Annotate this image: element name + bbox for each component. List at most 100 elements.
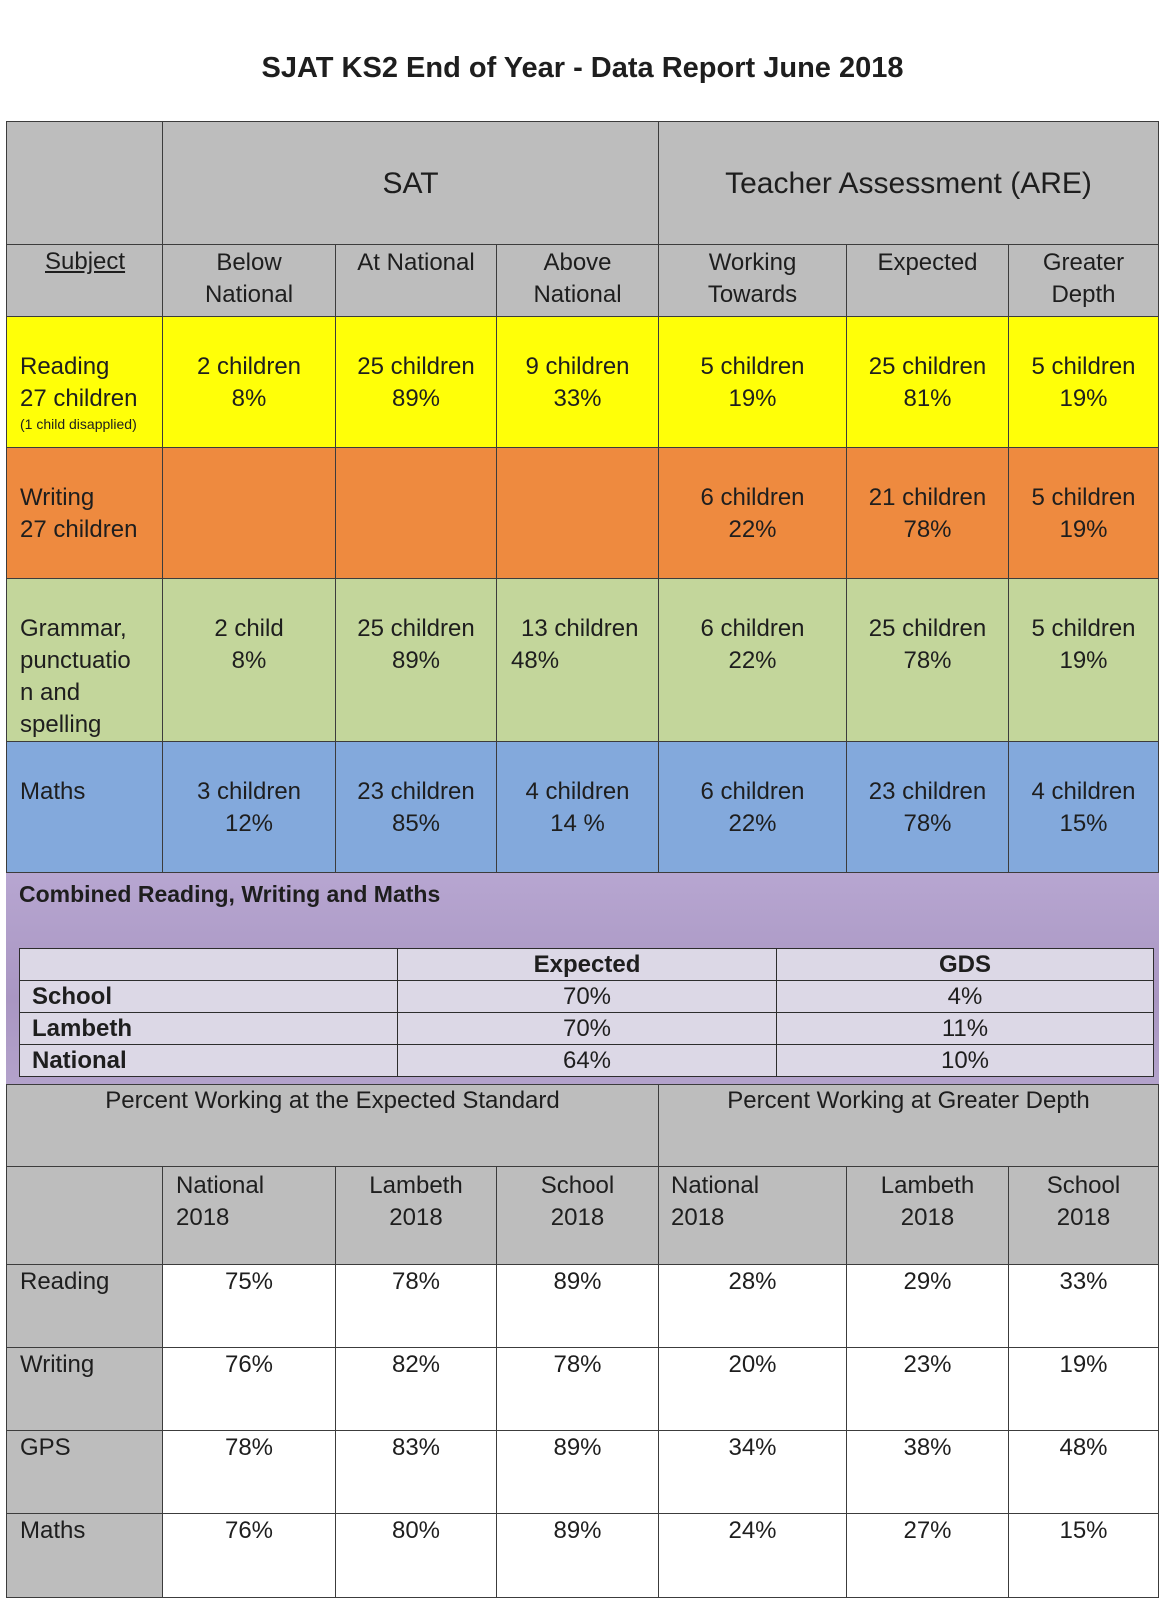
subject-label: Subject <box>45 248 126 275</box>
comparison-value: 83% <box>336 1431 497 1514</box>
combined-gds-value: 10% <box>776 1044 1154 1077</box>
combined-expected-value: 70% <box>397 1012 777 1045</box>
comparison-value: 15% <box>1009 1514 1159 1598</box>
column-header-working-towards: Working Towards <box>659 245 847 317</box>
gps-below-national: 2 child 8% <box>163 579 336 742</box>
at-national-label: At National <box>357 249 475 276</box>
col-school-greater: School 2018 <box>1009 1167 1159 1265</box>
maths-greater-depth: 4 children 15% <box>1009 742 1159 873</box>
maths-expected: 23 children 78% <box>847 742 1009 873</box>
combined-expected-value: 70% <box>397 980 777 1013</box>
column-header-below-national: Below National <box>163 245 336 317</box>
reading-below-national: 2 children 8% <box>163 317 336 448</box>
reading-above-national: 9 children 33% <box>497 317 659 448</box>
cell-value: 4 children 15% <box>1031 778 1136 837</box>
cell-value: 4 children 14 % <box>525 778 630 837</box>
cell-value: 6 children 22% <box>700 778 805 837</box>
cell-value: 25 children 89% <box>357 615 475 674</box>
value-text: 76% <box>224 1517 274 1544</box>
greater-depth-header: Percent Working at Greater Depth <box>659 1085 1159 1167</box>
combined-expected-value: 64% <box>397 1044 777 1077</box>
combined-row-label: School <box>19 980 398 1013</box>
cell-value: 3 children 12% <box>196 778 302 837</box>
teacher-assessment-label: Teacher Assessment (ARE) <box>725 167 1092 200</box>
reading-subject: Reading 27 children <box>20 353 138 412</box>
cell-value: 23 children 78% <box>868 778 987 837</box>
column-header-subject: Subject <box>6 245 163 317</box>
cell-value: 48% <box>511 647 560 674</box>
col-lambeth-expected: Lambeth 2018 <box>336 1167 497 1265</box>
cell-value: 6 children 22% <box>700 615 805 674</box>
comparison-row-reading: Reading <box>6 1265 163 1348</box>
column-label: School 2018 <box>1046 1172 1121 1231</box>
comparison-value: 33% <box>1009 1265 1159 1348</box>
cell-value: 25 children 78% <box>868 615 987 674</box>
cell-value: 25 children 89% <box>357 353 475 412</box>
cell-value: 5 children 19% <box>1031 484 1136 543</box>
comparison-value: 27% <box>847 1514 1009 1598</box>
value-text: 38% <box>903 1434 952 1461</box>
comparison-value: 78% <box>497 1348 659 1431</box>
combined-row-national: National 64% 10% <box>19 1044 1154 1077</box>
cell-value: 5 children 19% <box>1031 615 1136 674</box>
value-text: 89% <box>553 1268 602 1295</box>
combined-row-label: National <box>19 1044 398 1077</box>
column-header-greater-depth: Greater Depth <box>1009 245 1159 317</box>
combined-header-gds: GDS <box>776 948 1154 981</box>
comparison-row-label: Reading <box>20 1268 110 1295</box>
maths-row-label: Maths <box>6 742 163 873</box>
maths-below-national: 3 children 12% <box>163 742 336 873</box>
comparison-value: 76% <box>163 1348 336 1431</box>
combined-row-school: School 70% 4% <box>19 980 1154 1013</box>
group-header-empty <box>6 122 163 245</box>
reading-greater-depth: 5 children 19% <box>1009 317 1159 448</box>
comparison-value: 20% <box>659 1348 847 1431</box>
value-text: 15% <box>1059 1517 1108 1544</box>
cell-value: 9 children 33% <box>525 353 630 412</box>
comparison-value: 29% <box>847 1265 1009 1348</box>
writing-greater-depth: 5 children 19% <box>1009 448 1159 579</box>
reading-at-national: 25 children 89% <box>336 317 497 448</box>
expected-label: Expected <box>877 249 978 276</box>
gps-working-towards: 6 children 22% <box>659 579 847 742</box>
writing-at-national <box>336 448 497 579</box>
column-header-expected: Expected <box>847 245 1009 317</box>
column-label: National 2018 <box>671 1172 760 1231</box>
combined-row-lambeth: Lambeth 70% 11% <box>19 1012 1154 1045</box>
value-text: 78% <box>553 1351 602 1378</box>
value-text: 28% <box>728 1268 777 1295</box>
comparison-value: 82% <box>336 1348 497 1431</box>
cell-value: 5 children 19% <box>1031 353 1136 412</box>
comparison-value: 80% <box>336 1514 497 1598</box>
writing-expected: 21 children 78% <box>847 448 1009 579</box>
maths-working-towards: 6 children 22% <box>659 742 847 873</box>
comparison-row-writing: Writing <box>6 1348 163 1431</box>
comparison-row-maths: Maths <box>6 1514 163 1598</box>
column-label: National 2018 <box>176 1172 265 1231</box>
comparison-value: 28% <box>659 1265 847 1348</box>
col-national-greater: National 2018 <box>659 1167 847 1265</box>
value-text: 27% <box>903 1517 952 1544</box>
writing-row-label: Writing 27 children <box>6 448 163 579</box>
combined-gds-value: 4% <box>776 980 1154 1013</box>
expected-standard-title: Percent Working at the Expected Standard <box>105 1087 560 1114</box>
cell-value: 2 children 8% <box>196 353 302 412</box>
comparison-value: 89% <box>497 1431 659 1514</box>
combined-header-row: Expected GDS <box>19 948 1154 981</box>
value-text: 83% <box>391 1434 441 1461</box>
comparison-value: 24% <box>659 1514 847 1598</box>
comparison-corner <box>6 1167 163 1265</box>
comparison-value: 89% <box>497 1514 659 1598</box>
col-lambeth-greater: Lambeth 2018 <box>847 1167 1009 1265</box>
cell-value: 25 children 81% <box>868 353 987 412</box>
gps-expected: 25 children 78% <box>847 579 1009 742</box>
group-header-sat: SAT <box>163 122 659 245</box>
combined-table: Expected GDS School 70% 4% Lambeth 70% 1… <box>19 948 1154 1077</box>
value-text: 24% <box>728 1517 777 1544</box>
combined-title: Combined Reading, Writing and Maths <box>19 881 441 907</box>
value-text: 89% <box>553 1434 602 1461</box>
report-title: SJAT KS2 End of Year - Data Report June … <box>261 52 904 84</box>
comparison-value: 34% <box>659 1431 847 1514</box>
above-national-label: Above National <box>533 249 622 308</box>
below-national-label: Below National <box>204 249 294 308</box>
